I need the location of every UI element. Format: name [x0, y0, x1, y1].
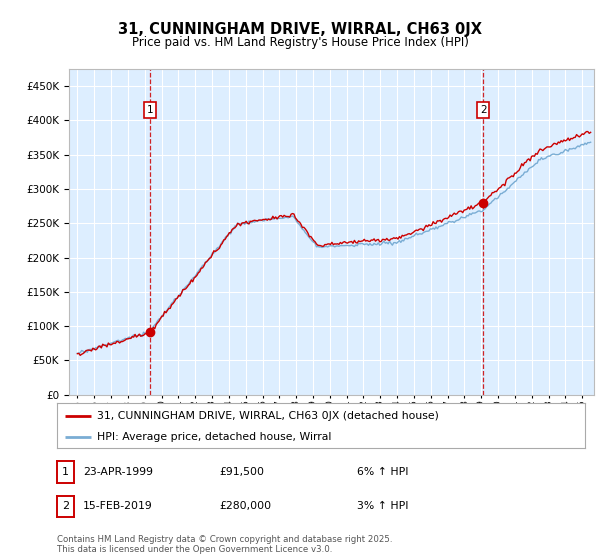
Text: £91,500: £91,500 — [219, 467, 264, 477]
Text: £280,000: £280,000 — [219, 501, 271, 511]
Text: 1: 1 — [146, 105, 153, 115]
Text: Price paid vs. HM Land Registry's House Price Index (HPI): Price paid vs. HM Land Registry's House … — [131, 36, 469, 49]
Text: 23-APR-1999: 23-APR-1999 — [83, 467, 153, 477]
Text: 6% ↑ HPI: 6% ↑ HPI — [357, 467, 409, 477]
Text: 31, CUNNINGHAM DRIVE, WIRRAL, CH63 0JX: 31, CUNNINGHAM DRIVE, WIRRAL, CH63 0JX — [118, 22, 482, 38]
Text: Contains HM Land Registry data © Crown copyright and database right 2025.
This d: Contains HM Land Registry data © Crown c… — [57, 535, 392, 554]
Text: 3% ↑ HPI: 3% ↑ HPI — [357, 501, 409, 511]
Text: 15-FEB-2019: 15-FEB-2019 — [83, 501, 152, 511]
Text: HPI: Average price, detached house, Wirral: HPI: Average price, detached house, Wirr… — [97, 432, 331, 442]
Text: 2: 2 — [62, 501, 69, 511]
Text: 2: 2 — [480, 105, 487, 115]
Text: 31, CUNNINGHAM DRIVE, WIRRAL, CH63 0JX (detached house): 31, CUNNINGHAM DRIVE, WIRRAL, CH63 0JX (… — [97, 410, 439, 421]
Text: 1: 1 — [62, 467, 69, 477]
